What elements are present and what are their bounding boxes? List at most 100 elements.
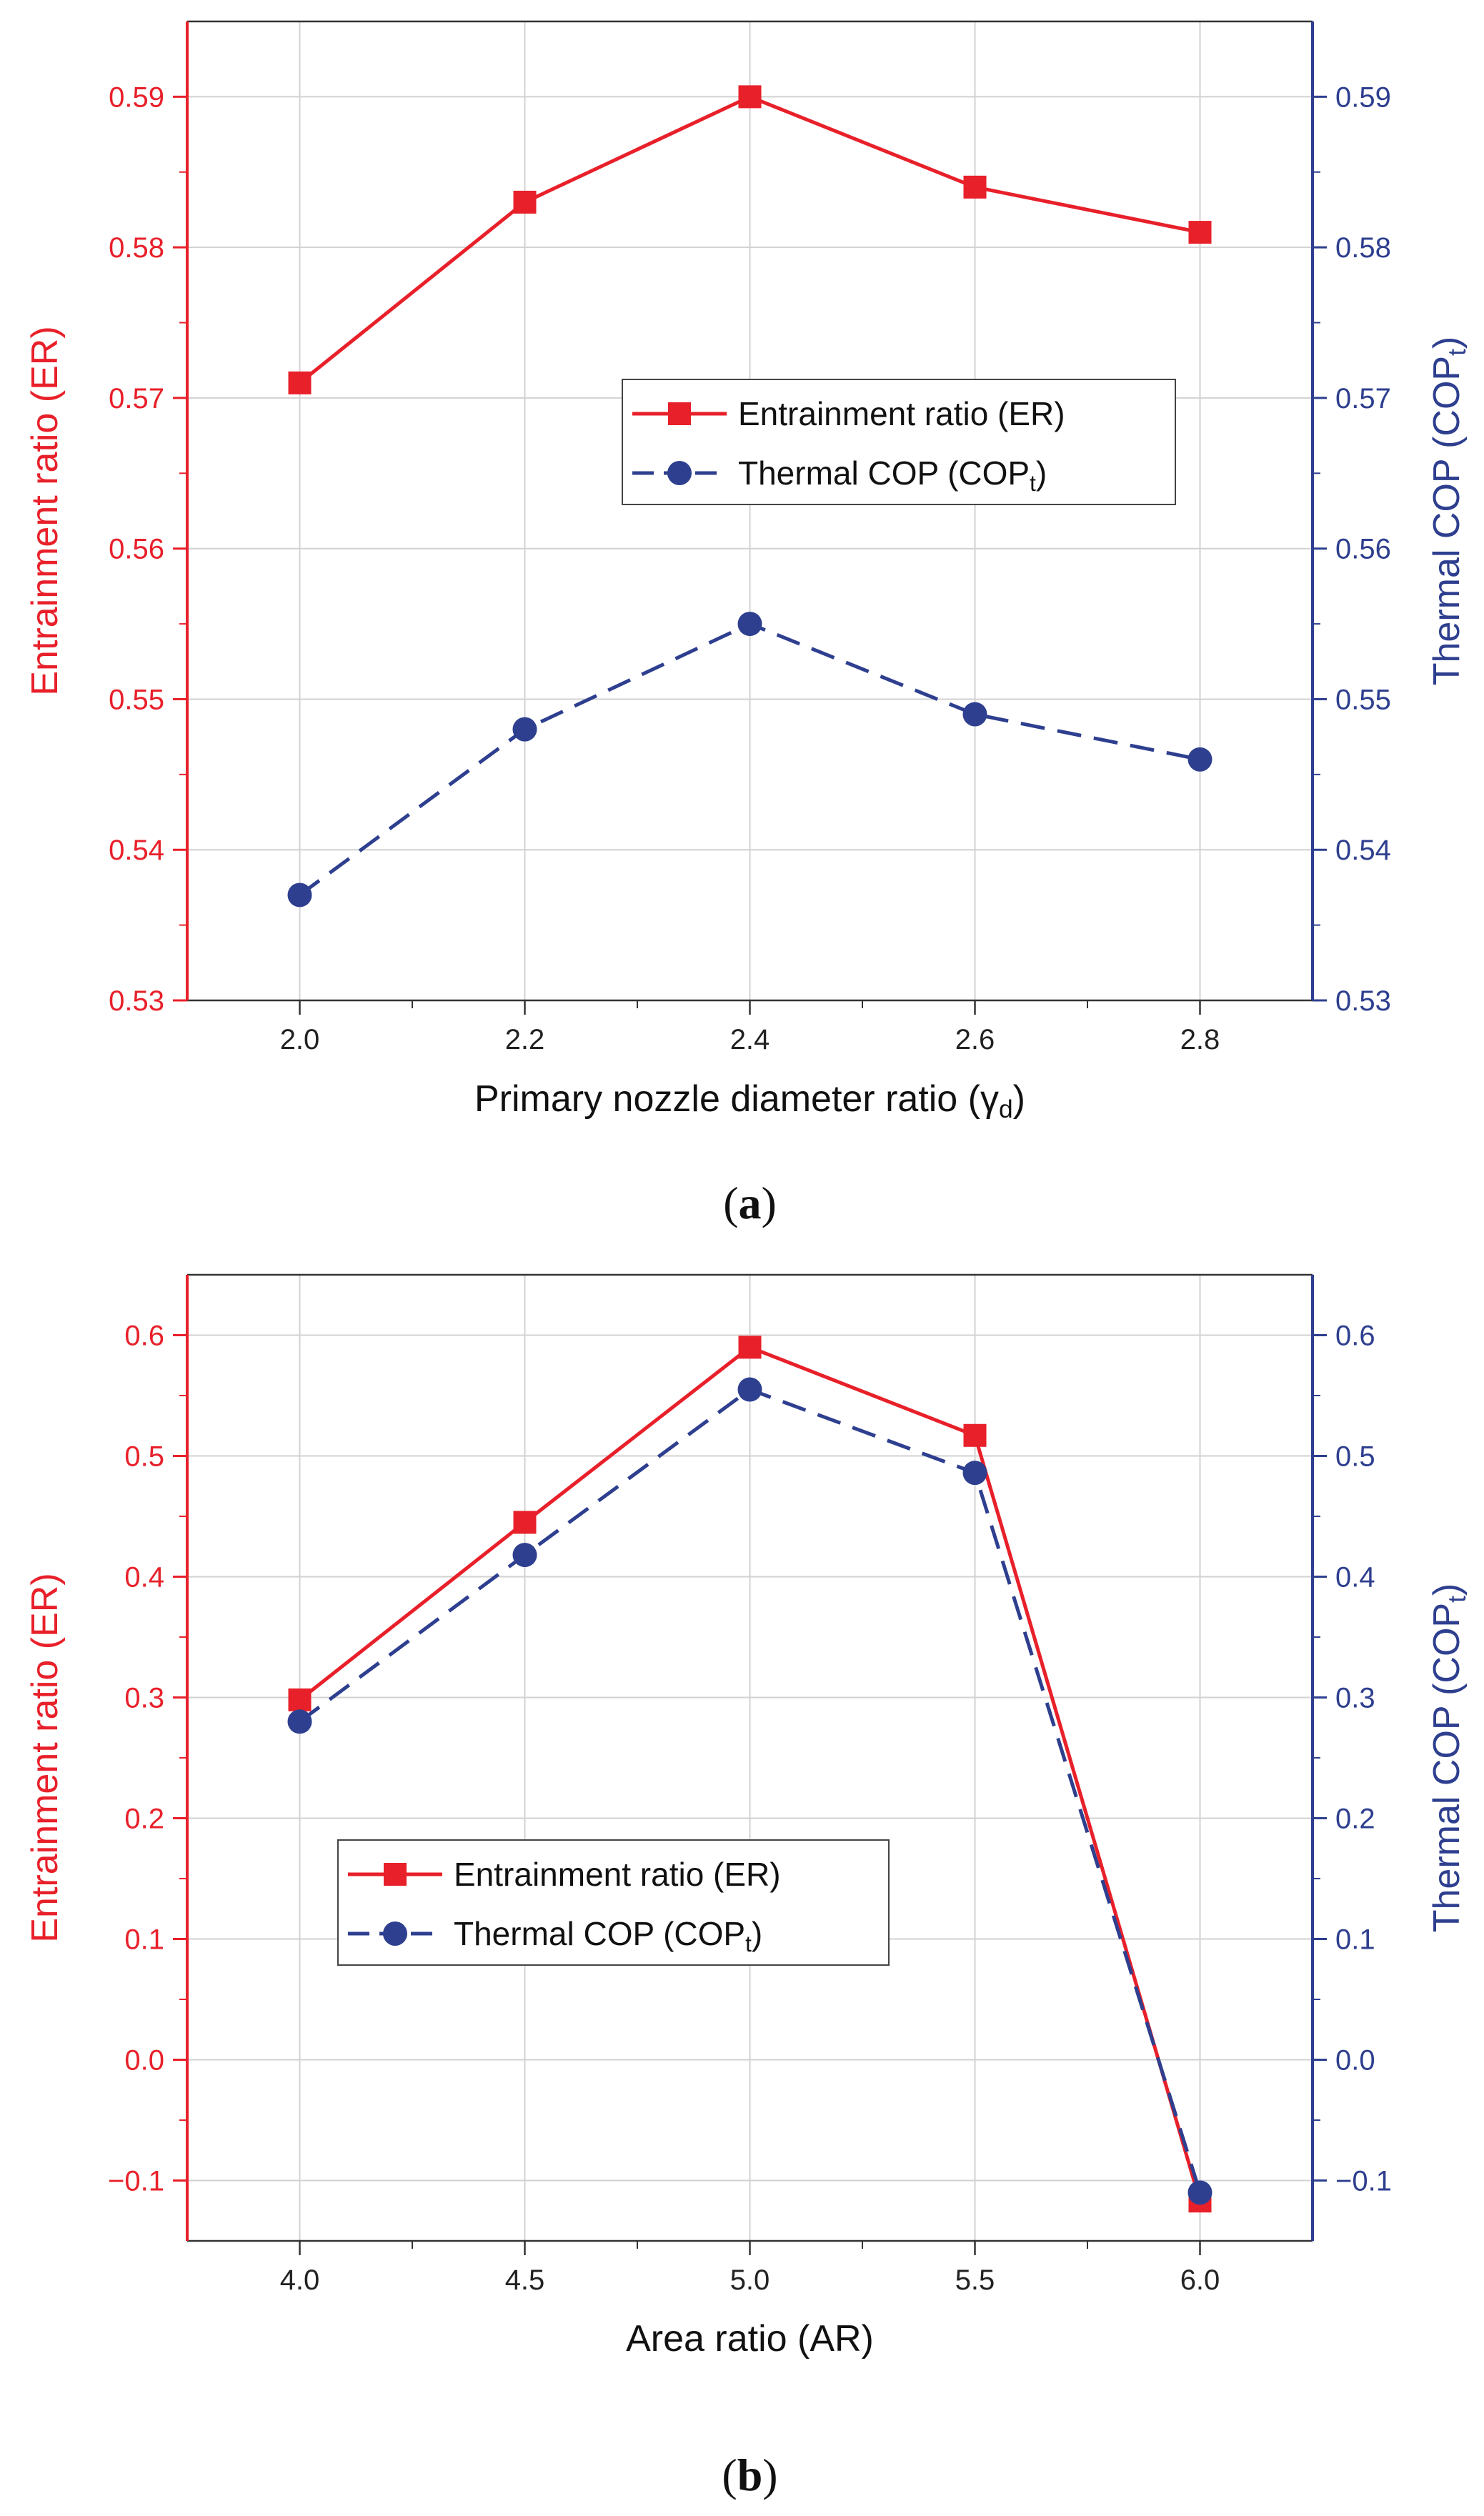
x-axis-title: Area ratio (AR) [626,2318,874,2360]
left-y-tick-label: 0.3 [124,1683,164,1714]
legend-marker-cop [383,1921,407,1946]
left-y-tick-label: 0.55 [109,684,164,715]
panel-label-letter: a [739,1178,762,1228]
chart-panel-a: 2.0 2.2 2.4 2.6 2.8 0.53 0.53 0.54 0.54 0.55 0.55 0… [24,20,1471,1228]
data-point-cop [287,1709,312,1734]
legend-marker-er [384,1863,407,1886]
data-point-cop [1187,2180,1212,2205]
x-tick-label: 6.0 [1180,2264,1220,2296]
right-y-axis-title-end: ) [1426,1583,1468,1596]
legend-box [337,1839,890,1966]
data-point-er [738,85,762,109]
left-y-tick-label: 0.0 [124,2045,164,2077]
x-axis-title-sub: d [999,1095,1013,1123]
left-y-tick-label: 0.53 [109,985,164,1017]
x-axis-title-end: ) [1013,1078,1025,1120]
legend-label-cop-main: Thermal COP (COP [454,1915,745,1952]
data-point-er [1188,221,1212,244]
left-y-tick-label: 0.4 [124,1562,164,1593]
legend-marker-er [668,402,691,425]
legend-box [622,379,1176,505]
data-point-cop [287,882,312,908]
right-y-axis-title-sub: t [1443,1596,1471,1603]
left-y-axis-title: Entrainment ratio (ER) [24,326,66,695]
left-y-tick-label: 0.1 [124,1924,164,1956]
data-point-er [513,190,537,214]
x-tick-label: 5.0 [730,2264,770,2296]
x-tick-label: 2.8 [1180,1024,1220,1055]
chart-panel-b: 4.0 4.5 5.0 5.5 6.0 −0.1 −0.1 0.0 0.0 0.1 0.1 0.2 0.… [24,1273,1471,2500]
right-y-tick-label: 0.57 [1335,383,1391,414]
data-point-cop [962,702,987,727]
data-point-er [963,175,987,199]
left-y-tick-label: 0.5 [124,1441,164,1473]
legend-label-er: Entrainment ratio (ER) [738,395,1065,432]
left-y-tick-label: 0.59 [109,81,164,113]
panel-label-close: ) [762,1178,777,1228]
right-y-tick-label: 0.6 [1335,1321,1375,1352]
right-y-tick-label: 0.58 [1335,232,1391,264]
x-tick-label: 2.6 [955,1024,995,1055]
left-y-tick-label: 0.54 [109,835,164,866]
legend-label-cop-end: ) [752,1915,762,1952]
left-y-tick-label: 0.58 [109,232,164,264]
data-point-er [963,1423,987,1447]
legend-label-er-main: Entrainment ratio (ER) [738,395,1065,432]
right-y-tick-label: 0.1 [1335,1924,1375,1956]
x-tick-label: 5.5 [955,2264,995,2296]
data-point-cop [962,1461,987,1486]
panel-label: (a) [723,1178,777,1228]
right-y-tick-label: 0.53 [1335,985,1391,1017]
left-y-tick-label: 0.2 [124,1804,164,1835]
data-point-er [513,1511,537,1534]
legend-label-er-main: Entrainment ratio (ER) [454,1856,781,1893]
data-point-cop [512,1543,537,1568]
right-y-tick-label: 0.3 [1335,1683,1375,1714]
right-y-tick-label: 0.5 [1335,1441,1375,1473]
right-y-axis-title: Thermal COP (COPt) [1426,337,1471,686]
right-y-axis-title-main: Thermal COP (COP [1426,1603,1468,1932]
data-point-cop [737,612,762,637]
legend-label-cop: Thermal COP (COPt) [738,454,1047,496]
legend-label-cop-main: Thermal COP (COP [738,454,1030,492]
left-y-tick-label: 0.6 [124,1321,164,1352]
legend-label-cop: Thermal COP (COPt) [454,1915,762,1956]
left-y-tick-label: −0.1 [108,2166,164,2197]
x-axis-title-main: Area ratio (AR) [626,2318,874,2360]
x-tick-label: 2.0 [280,1024,320,1055]
right-y-tick-label: 0.55 [1335,684,1391,715]
data-point-er [288,371,312,394]
right-y-tick-label: 0.54 [1335,835,1391,866]
legend-label-cop-sub: t [1030,471,1036,496]
legend-label-cop-sub: t [745,1931,752,1956]
x-tick-label: 2.4 [730,1024,770,1055]
x-tick-label: 2.2 [505,1024,545,1055]
right-y-axis-title: Thermal COP (COPt) [1426,1583,1471,1933]
right-y-axis-title-main: Thermal COP (COP [1426,356,1468,685]
x-tick-label: 4.0 [280,2264,320,2296]
data-point-cop [512,717,537,742]
right-y-tick-label: 0.56 [1335,534,1391,565]
left-y-axis-title: Entrainment ratio (ER) [24,1573,66,1942]
left-y-tick-label: 0.57 [109,383,164,414]
data-point-cop [1187,747,1212,772]
legend-marker-cop [667,461,692,485]
right-y-tick-label: −0.1 [1335,2166,1392,2197]
right-y-tick-label: 0.0 [1335,2045,1375,2077]
x-axis-title: Primary nozzle diameter ratio (γd) [474,1078,1025,1123]
right-y-axis-title-end: ) [1426,337,1468,349]
right-y-tick-label: 0.4 [1335,1562,1375,1593]
panel-label-open: ( [722,2450,737,2500]
x-tick-label: 4.5 [505,2264,545,2296]
panel-label: (b) [722,2450,777,2500]
legend-label-cop-end: ) [1036,454,1047,492]
left-y-tick-label: 0.56 [109,534,164,565]
data-point-er [738,1336,762,1359]
data-point-er [288,1688,312,1711]
legend-label-er: Entrainment ratio (ER) [454,1856,781,1893]
right-y-axis-title-sub: t [1443,349,1471,356]
x-axis-title-main: Primary nozzle diameter ratio (γ [474,1078,999,1120]
right-y-tick-label: 0.59 [1335,81,1391,113]
